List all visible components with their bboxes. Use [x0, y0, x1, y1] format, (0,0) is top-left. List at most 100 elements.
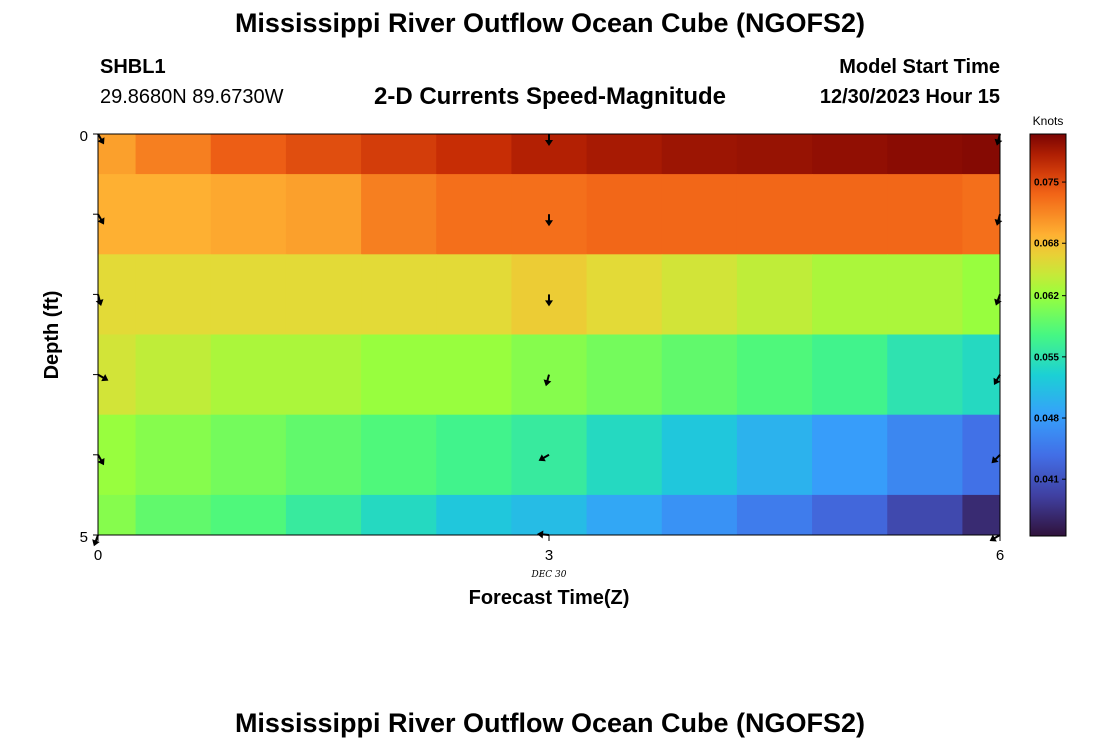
- heatmap-cell: [511, 414, 588, 496]
- model-start-time: 12/30/2023 Hour 15: [819, 86, 1000, 108]
- y-axis-ticks: [93, 133, 98, 536]
- heatmap-cell: [962, 254, 1001, 335]
- heatmap-cell: [586, 254, 663, 335]
- current-vector-arrow: [97, 213, 105, 225]
- heatmap-cell: [736, 174, 813, 255]
- heatmap-cell: [135, 334, 212, 416]
- heatmap-cell: [736, 494, 813, 536]
- heatmap-cell: [962, 414, 1001, 496]
- current-vector-arrow: [543, 374, 552, 387]
- heatmap-cell: [812, 414, 888, 496]
- heatmap-cell: [135, 254, 212, 335]
- heatmap-cell: [98, 134, 137, 175]
- model-start-label: Model Start Time: [839, 56, 1000, 78]
- heatmap-cell: [586, 414, 663, 496]
- current-vector-arrow: [538, 453, 550, 462]
- heatmap-cell: [962, 494, 1001, 536]
- heatmap-cell: [661, 254, 738, 335]
- heatmap-cell: [586, 174, 663, 255]
- heatmap-cell: [135, 134, 212, 175]
- y-axis-label: Depth (ft): [41, 291, 63, 380]
- current-vector-arrow: [545, 134, 553, 146]
- date-annotation: DEC 30: [531, 570, 567, 580]
- repeated-chart-title: Mississippi River Outflow Ocean Cube (NG…: [234, 708, 866, 738]
- colorbar-tick-label: 0.068: [1034, 239, 1059, 250]
- heatmap-cell: [361, 334, 437, 416]
- heatmap-cell: [436, 494, 512, 536]
- station-coordinates: 29.8680N 89.6730W: [100, 86, 284, 108]
- heatmap-cell: [361, 174, 437, 255]
- heatmap-cell: [887, 174, 963, 255]
- heatmap-cell: [436, 334, 512, 416]
- heatmap-cell: [962, 134, 1001, 175]
- current-vector-arrow: [545, 294, 553, 307]
- colorbar-tick-label: 0.055: [1034, 352, 1059, 363]
- heatmap-cell: [736, 134, 813, 175]
- x-axis-ticks: [97, 535, 1001, 541]
- heatmap-cell: [436, 174, 512, 255]
- heatmap-cell: [887, 334, 963, 416]
- heatmap-cell: [285, 254, 362, 335]
- heatmap-cell: [361, 494, 437, 536]
- heatmap-cell: [661, 134, 738, 175]
- heatmap-cell: [586, 494, 663, 536]
- colorbar-tick-label: 0.041: [1034, 475, 1059, 486]
- heatmap-cells: [98, 134, 1001, 536]
- heatmap-cell: [661, 174, 738, 255]
- heatmap-cell: [812, 254, 888, 335]
- current-vector-arrow: [991, 454, 1001, 464]
- heatmap-cell: [98, 414, 137, 496]
- heatmap-cell: [98, 174, 137, 255]
- heatmap-cell: [962, 334, 1001, 416]
- heatmap-cell: [812, 134, 888, 175]
- chart-subtitle: 2-D Currents Speed-Magnitude: [373, 83, 727, 110]
- current-vector-arrow: [97, 454, 105, 466]
- heatmap-cell: [812, 174, 888, 255]
- y-tick-label-5: 5: [80, 529, 88, 546]
- heatmap-cell: [736, 254, 813, 335]
- colorbar-label: Knots: [1033, 114, 1064, 128]
- heatmap-cell: [135, 414, 212, 496]
- heatmap-cell: [887, 254, 963, 335]
- x-tick-label-0: 0: [94, 547, 102, 564]
- heatmap-cell: [285, 494, 362, 536]
- x-tick-label-6: 6: [996, 547, 1004, 564]
- colorbar-tick-label: 0.075: [1034, 178, 1059, 189]
- heatmap-cell: [736, 334, 813, 416]
- x-tick-label-3: 3: [545, 547, 553, 564]
- current-vector-arrow: [97, 373, 109, 382]
- colorbar: [1029, 133, 1067, 537]
- colorbar-tick-label: 0.062: [1034, 291, 1059, 302]
- heatmap-cell: [436, 254, 512, 335]
- y-tick-label-0: 0: [80, 128, 88, 145]
- heatmap-cell: [135, 174, 212, 255]
- heatmap-cell: [736, 414, 813, 496]
- x-axis-label: Forecast Time(Z): [469, 587, 630, 609]
- heatmap-cell: [210, 494, 287, 536]
- heatmap-cell: [812, 494, 888, 536]
- chart-title: Mississippi River Outflow Ocean Cube (NG…: [234, 8, 866, 38]
- current-vector-arrow: [545, 214, 553, 227]
- heatmap-cell: [210, 254, 287, 335]
- heatmap-cell: [135, 494, 212, 536]
- station-name: SHBL1: [100, 56, 166, 78]
- heatmap-cell: [661, 334, 738, 416]
- heatmap-cell: [511, 494, 588, 536]
- heatmap-cell: [285, 134, 362, 175]
- heatmap-cell: [887, 134, 963, 175]
- heatmap-cell: [285, 414, 362, 496]
- heatmap-cell: [210, 334, 287, 416]
- heatmap-cell: [887, 494, 963, 536]
- heatmap-cell: [361, 134, 437, 175]
- heatmap-cell: [285, 174, 362, 255]
- heatmap-cell: [586, 134, 663, 175]
- heatmap-cell: [285, 334, 362, 416]
- current-vector-arrow: [97, 133, 105, 145]
- heatmap-cell: [98, 254, 137, 335]
- heatmap-cell: [210, 134, 287, 175]
- heatmap-cell: [98, 334, 137, 416]
- heatmap-cell: [210, 174, 287, 255]
- heatmap-cell: [436, 414, 512, 496]
- heatmap-cell: [436, 134, 512, 175]
- colorbar-ticks: 0.075 0.068 0.062 0.055 0.048 0.041: [1034, 178, 1066, 486]
